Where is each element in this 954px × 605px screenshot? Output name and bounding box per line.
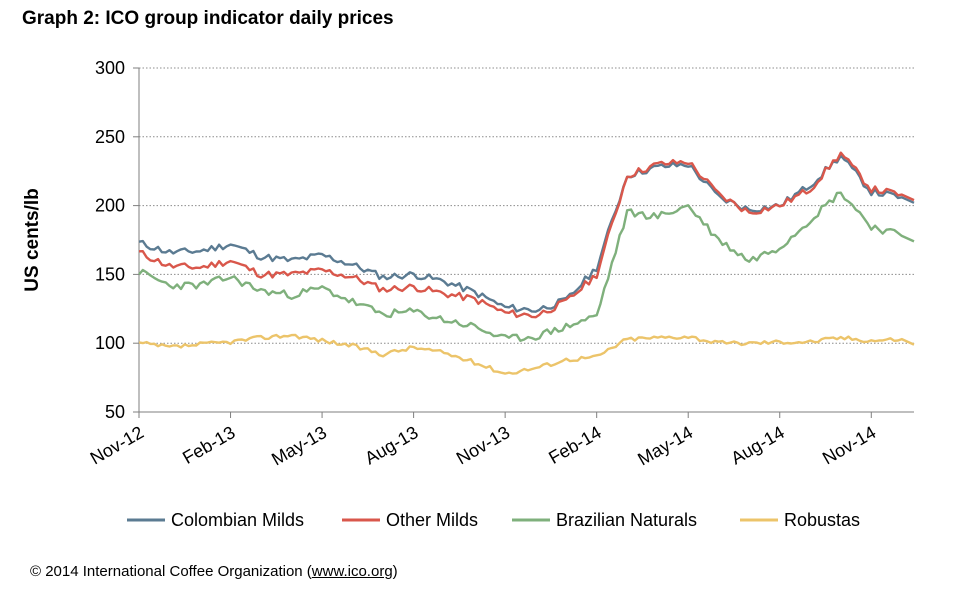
gridlines — [139, 67, 914, 344]
y-tick-label: 250 — [95, 127, 125, 147]
series-line-brazilian-naturals — [138, 191, 915, 342]
x-tick-label: May-14 — [634, 422, 696, 469]
chart-title: Graph 2: ICO group indicator daily price… — [22, 8, 394, 29]
x-axis-ticks: Nov-12 Feb-13 May-13 Aug-13 Nov-13 Feb-14 May-… — [87, 412, 879, 469]
legend-label-brazilian-naturals: Brazilian Naturals — [556, 510, 697, 530]
legend-label-robustas: Robustas — [784, 510, 860, 530]
x-tick-label: Feb-13 — [179, 422, 238, 468]
series-line-other-milds — [138, 151, 915, 319]
x-tick-label: May-13 — [268, 422, 330, 469]
x-tick-label: Feb-14 — [545, 422, 604, 468]
x-tick-label: Nov-12 — [87, 422, 147, 468]
footer-prefix: © 2014 International Coffee Organization… — [30, 563, 312, 580]
copyright-footer: © 2014 International Coffee Organization… — [30, 563, 398, 580]
x-tick-label: Nov-14 — [819, 422, 879, 468]
x-tick-label: Aug-13 — [361, 422, 421, 468]
y-tick-label: 200 — [95, 196, 125, 216]
chart: Nov-12 Feb-13 May-13 Aug-13 Nov-13 Feb-14 May-… — [22, 58, 915, 530]
footer-link[interactable]: www.ico.org — [311, 563, 393, 580]
legend-label-other-milds: Other Milds — [386, 510, 478, 530]
x-tick-label: Nov-13 — [453, 422, 513, 468]
legend-label-colombian-milds: Colombian Milds — [171, 510, 304, 530]
y-tick-label: 150 — [95, 264, 125, 284]
series-line-robustas — [138, 333, 915, 375]
axes — [138, 68, 914, 413]
y-tick-label: 300 — [95, 58, 125, 78]
series-lines — [138, 151, 915, 375]
y-axis-label: US cents/lb — [22, 188, 43, 291]
y-tick-label: 50 — [105, 402, 125, 422]
footer-suffix: ) — [392, 563, 398, 580]
y-tick-label: 100 — [95, 333, 125, 353]
x-tick-label: Aug-14 — [727, 422, 787, 468]
legend: Colombian Milds Other Milds Brazilian Natu… — [127, 510, 860, 530]
y-axis-ticks: 50 100 150 200 250 300 — [95, 58, 139, 422]
